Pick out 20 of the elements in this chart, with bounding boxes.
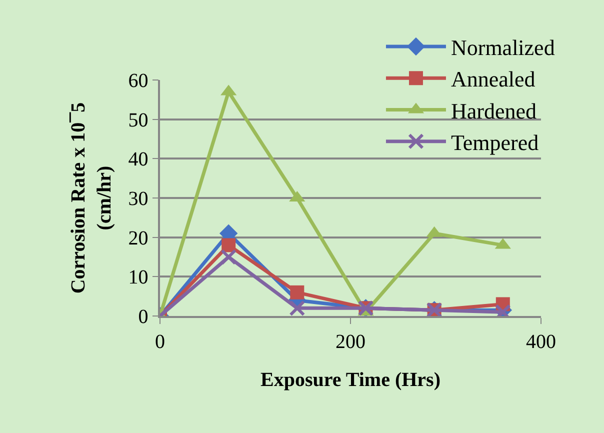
x-tick-label: 0: [155, 330, 165, 353]
legend-label: Annealed: [450, 66, 536, 92]
y-tick-label: 0: [138, 306, 148, 328]
y-tick-label: 60: [128, 70, 148, 92]
y-axis-title: Corrosion Rate x 10¯5 (cm/hr): [67, 102, 116, 294]
x-tick-label: 400: [526, 330, 556, 353]
x-tick-label: 200: [336, 330, 366, 353]
point: [289, 300, 306, 316]
point: [220, 249, 237, 265]
legend-label: Tempered: [450, 130, 539, 155]
y-tick-label: 40: [128, 148, 148, 171]
legend-label: Normalized: [450, 35, 555, 60]
legend-label: Hardened: [450, 98, 536, 124]
point: [290, 285, 304, 300]
y-tick-label: 20: [128, 227, 148, 250]
y-tick-label: 10: [128, 266, 148, 289]
y-tick-label: 30: [128, 188, 148, 210]
y-tick-label: 50: [128, 109, 148, 132]
x-axis-title: Exposure Time (Hrs): [260, 368, 441, 391]
point: [222, 238, 236, 252]
